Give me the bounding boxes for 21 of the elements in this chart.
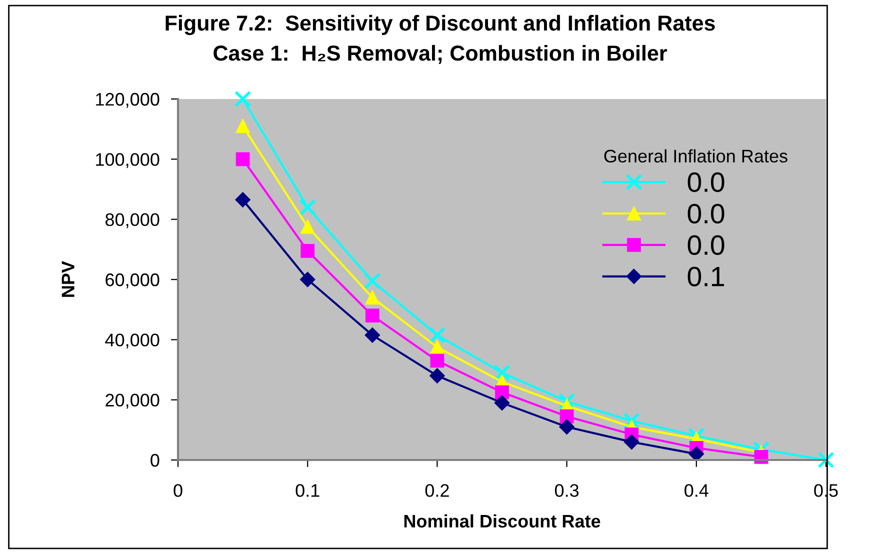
x-axis-title: Nominal Discount Rate <box>404 514 600 528</box>
y-tick-label: 40,000 <box>105 334 160 349</box>
x-tick-label: 0.1 <box>296 484 320 497</box>
y-tick-label: 100,000 <box>96 153 160 168</box>
legend-label: 0.0 <box>688 204 724 224</box>
chart-subtitle: Case 1: H₂S Removal; Combustion in Boiler <box>214 44 667 64</box>
y-tick-label: 60,000 <box>106 273 160 288</box>
y-tick-label: 20,000 <box>106 394 160 409</box>
x-tick-label: 0.4 <box>684 484 708 497</box>
y-tick-label: 120,000 <box>96 92 160 108</box>
y-axis-title: NPV <box>62 261 74 297</box>
legend-label: 0.0 <box>688 235 724 255</box>
chart-title: Figure 7.2: Sensitivity of Discount and Inflation Rates <box>166 14 715 36</box>
x-tick-label: 0 <box>174 484 182 497</box>
y-tick-label: 0 <box>150 454 160 467</box>
x-tick-label: 0.3 <box>554 484 579 497</box>
legend-label: 0.1 <box>688 266 724 286</box>
legend-title: General Inflation Rates <box>604 149 788 163</box>
x-tick-label: 0.2 <box>425 484 449 497</box>
legend-label: 0.0 <box>688 172 724 192</box>
y-tick-label: 80,000 <box>106 213 160 228</box>
